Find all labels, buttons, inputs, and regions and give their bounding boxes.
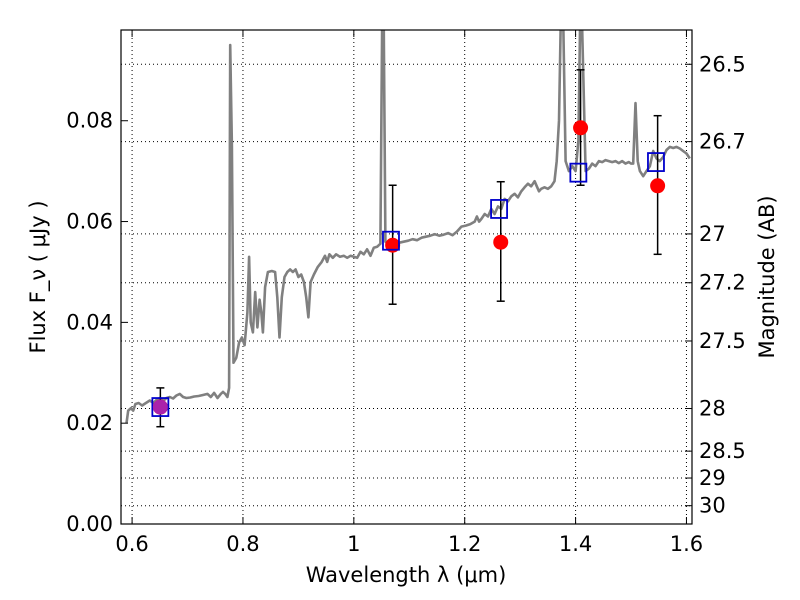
y2-tick-label: 26.7 <box>699 130 746 154</box>
x-tick-label: 0.8 <box>226 532 259 556</box>
y-tick-label: 0.04 <box>66 310 113 334</box>
y2-tick-label: 29 <box>699 466 726 490</box>
model-point <box>151 397 170 417</box>
observed-point <box>650 178 666 194</box>
model-point <box>569 162 588 183</box>
tick-labels: 0.6 0.8 1 1.2 1.4 1.6 0.00 0.02 0.04 0.06 0.08 26.5… <box>66 52 746 556</box>
model-point <box>647 152 665 172</box>
y2-tick-label: 28 <box>699 397 726 421</box>
y2-tick-label: 27.2 <box>699 271 746 295</box>
y-tick-label: 0.02 <box>66 411 113 435</box>
y2-tick-label: 27.5 <box>699 329 746 353</box>
x-tick-label: 1 <box>347 532 360 556</box>
model-point <box>382 230 400 251</box>
model-layer <box>151 152 665 417</box>
plot-frame <box>120 29 693 525</box>
y2-tick-label: 26.5 <box>699 52 746 76</box>
x-tick-label: 1.4 <box>559 532 592 556</box>
observed-point <box>573 120 589 136</box>
x-tick-label: 1.2 <box>448 532 481 556</box>
y-tick-label: 0.06 <box>66 210 113 234</box>
axis-ticks <box>121 30 692 525</box>
x-tick-label: 0.6 <box>115 532 148 556</box>
y2-tick-label: 30 <box>699 494 726 518</box>
spectrum-line <box>125 30 691 424</box>
y2-tick-label: 27 <box>699 222 726 246</box>
overlap-point <box>152 399 168 415</box>
plot-area <box>125 30 691 428</box>
spectrum-layer <box>125 30 691 424</box>
x-tick-label: 1.6 <box>670 532 703 556</box>
grid-lines <box>121 30 692 524</box>
y-tick-label: 0.08 <box>66 109 113 133</box>
observed-point <box>493 234 509 250</box>
model-point <box>490 199 508 219</box>
y2-axis-label: Magnitude (AB) <box>755 195 779 358</box>
y-axis-label: Flux F_ν ( μJy ) <box>26 200 51 353</box>
y2-tick-label: 28.5 <box>699 439 746 463</box>
x-axis-label: Wavelength λ (μm) <box>306 563 507 587</box>
y-tick-label: 0.00 <box>66 512 113 536</box>
